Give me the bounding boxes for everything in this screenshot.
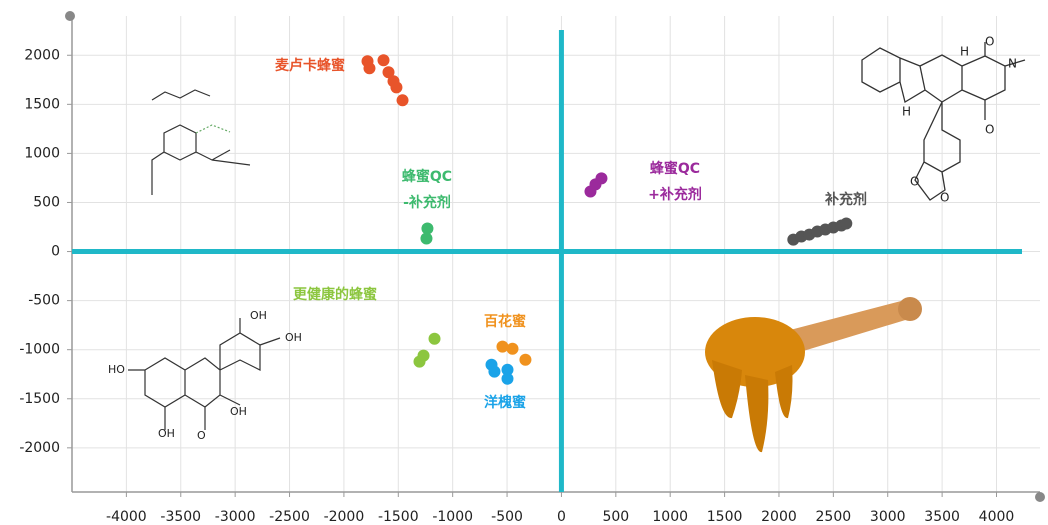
point [428,332,441,345]
x-tick-label: 500 [602,509,629,525]
svg-text:OH: OH [230,405,247,418]
svg-text:H: H [902,105,911,119]
x-tick-label: 3500 [924,509,960,525]
point [501,363,514,376]
x-tick-label: 2000 [761,509,797,525]
x-tick-label: -4000 [106,509,147,525]
molecule-left-top [151,89,251,195]
x-tick-label: -2000 [324,509,365,525]
series-label: 更健康的蜂蜜 [293,287,377,303]
axis-end [65,11,75,21]
y-tick-label: 500 [33,194,60,210]
x-tick-label: -2500 [269,509,310,525]
series-label: 蜂蜜QC +补充剂 [648,161,702,203]
x-tick-label: -500 [491,509,523,525]
x-tick-label: 4000 [979,509,1015,525]
svg-text:O: O [985,123,994,137]
molecule-left-bottom [128,318,281,430]
point [396,94,409,107]
y-tick-label: 1500 [24,96,60,112]
x-tick-label: -1000 [432,509,473,525]
point [506,342,519,355]
x-tick-label: 2500 [816,509,852,525]
molecule-left-bottom-labels: HO OH OH OH OH O [108,309,302,442]
y-tick-label: 2000 [24,47,60,63]
x-tick-label: -1500 [378,509,419,525]
point [519,353,532,366]
x-tick-label: -3500 [160,509,201,525]
point [595,172,608,185]
svg-text:O: O [940,191,949,205]
series-label: 百花蜜 [484,314,526,330]
series-label: 麦卢卡蜂蜜 [275,58,345,74]
x-tick-label: -3000 [215,509,256,525]
series-label: 洋槐蜜 [484,395,526,411]
svg-text:OH: OH [158,427,175,440]
series-label: 补充剂 [825,192,867,208]
point [377,54,390,67]
y-tick-label: 1000 [24,145,60,161]
y-tick-label: 0 [51,244,60,260]
point [488,365,501,378]
point [840,217,853,230]
point [496,340,509,353]
y-tick-label: -1500 [19,391,60,407]
svg-text:O: O [197,429,206,442]
y-tick-label: -2000 [19,440,60,456]
molecule-right-top [861,42,1026,201]
x-tick-label: 0 [557,509,566,525]
x-tick-label: 1000 [652,509,688,525]
y-tick-label: -500 [28,293,60,309]
x-tick-label: 3000 [870,509,906,525]
svg-text:O: O [910,175,919,189]
svg-text:O: O [985,35,994,49]
svg-text:OH: OH [285,331,302,344]
point [382,66,395,79]
honey-dipper [705,297,922,453]
svg-text:N: N [1008,57,1017,71]
point [417,349,430,362]
point [501,372,514,385]
svg-text:H: H [960,45,969,59]
point [390,81,403,94]
axis-end [1035,492,1045,502]
x-tick-label: 1500 [707,509,743,525]
point [363,62,376,75]
point [420,232,433,245]
svg-text:OH: OH [250,309,267,322]
point [421,222,434,235]
series-label: 蜂蜜QC -补充剂 [401,169,453,211]
y-tick-label: -1000 [19,342,60,358]
svg-text:HO: HO [108,363,125,376]
